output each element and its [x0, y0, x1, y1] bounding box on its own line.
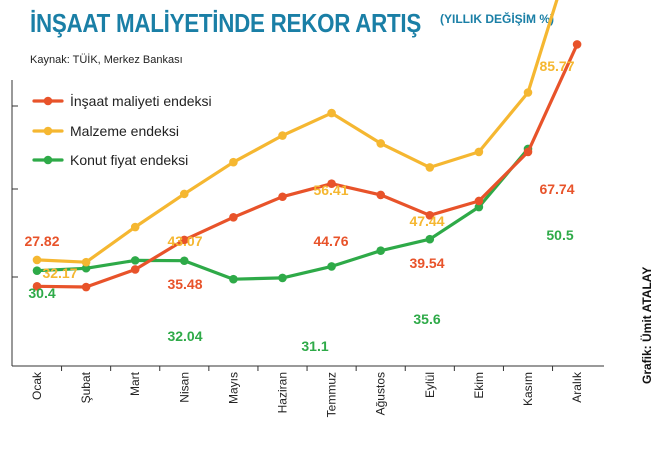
x-tick-label: Şubat: [79, 371, 93, 403]
x-tick-label: Ocak: [30, 371, 44, 400]
series-line: [35, 42, 579, 289]
data-point: [376, 139, 386, 148]
data-point: [376, 246, 386, 255]
data-point: [81, 282, 91, 292]
data-point: [327, 179, 336, 188]
data-label: 30.4: [28, 285, 55, 301]
data-label: 39.54: [409, 255, 444, 271]
data-point: [523, 147, 533, 157]
data-point: [327, 108, 336, 118]
x-tick-label: Temmuz: [325, 372, 339, 417]
data-point: [229, 157, 238, 167]
data-point: [474, 196, 484, 206]
data-point: [425, 163, 435, 172]
data-point: [81, 263, 91, 273]
data-point: [425, 234, 435, 244]
data-point: [32, 255, 42, 265]
data-label: 35.6: [413, 311, 440, 327]
legend-label: Konut fiyat endeksi: [70, 152, 188, 168]
series-line: [35, 147, 530, 281]
chart-title: İNŞAAT MALİYETİNDE REKOR ARTIŞ: [30, 8, 422, 38]
x-tick-label: Aralık: [570, 371, 584, 403]
x-tick-label: Eylül: [423, 372, 437, 398]
data-point: [81, 257, 91, 267]
x-tick-label: Kasım: [521, 372, 535, 406]
data-point: [32, 266, 42, 275]
x-tick-label: Haziran: [276, 372, 290, 413]
data-label: 32.17: [42, 265, 77, 281]
data-point: [376, 190, 386, 200]
legend-swatch-dot: [43, 126, 53, 136]
x-tick-label: Ekim: [472, 372, 486, 399]
data-point: [180, 189, 189, 199]
data-label: 50.5: [546, 227, 573, 243]
legend-label: İnşaat maliyeti endeksi: [70, 92, 212, 109]
chart-subtitle: (YILLIK DEĞİŞİM %): [440, 12, 554, 26]
data-point: [180, 256, 189, 266]
data-point: [180, 235, 189, 245]
data-label: 27.82: [24, 233, 59, 249]
legend-swatch-dot: [43, 96, 53, 106]
data-label: 32.04: [167, 328, 202, 344]
data-point: [229, 274, 238, 284]
source-note: Kaynak: TÜİK, Merkez Bankası: [30, 54, 183, 66]
chart-title-block: İNŞAAT MALİYETİNDE REKOR ARTIŞ: [30, 8, 590, 42]
data-point: [32, 282, 42, 291]
x-tick-label: Mart: [128, 371, 142, 396]
legend-label: Malzeme endeksi: [70, 123, 179, 139]
data-point: [130, 222, 140, 232]
data-point: [572, 40, 582, 49]
data-label: 31.1: [301, 338, 328, 354]
data-label: 67.74: [539, 181, 574, 197]
series-line: [35, 0, 559, 264]
data-point: [278, 131, 287, 140]
data-point: [130, 256, 140, 265]
data-point: [278, 192, 287, 202]
data-label: 35.48: [167, 276, 202, 292]
x-tick-label: Ağustos: [374, 372, 388, 415]
data-point: [229, 213, 238, 222]
data-point: [130, 265, 140, 274]
data-label: 47.44: [409, 213, 444, 229]
data-label: 85.77: [539, 58, 574, 74]
x-tick-label: Nisan: [177, 372, 191, 403]
data-point: [278, 273, 287, 283]
data-label: 44.76: [313, 233, 348, 249]
data-point: [523, 88, 533, 97]
data-label: 56.41: [313, 182, 348, 198]
legend-swatch-dot: [43, 155, 53, 165]
data-point: [425, 210, 435, 220]
data-point: [474, 147, 484, 157]
x-tick-label: Mayıs: [226, 372, 240, 404]
data-point: [474, 202, 484, 212]
data-label: 43.07: [167, 233, 202, 249]
data-point: [327, 262, 336, 271]
